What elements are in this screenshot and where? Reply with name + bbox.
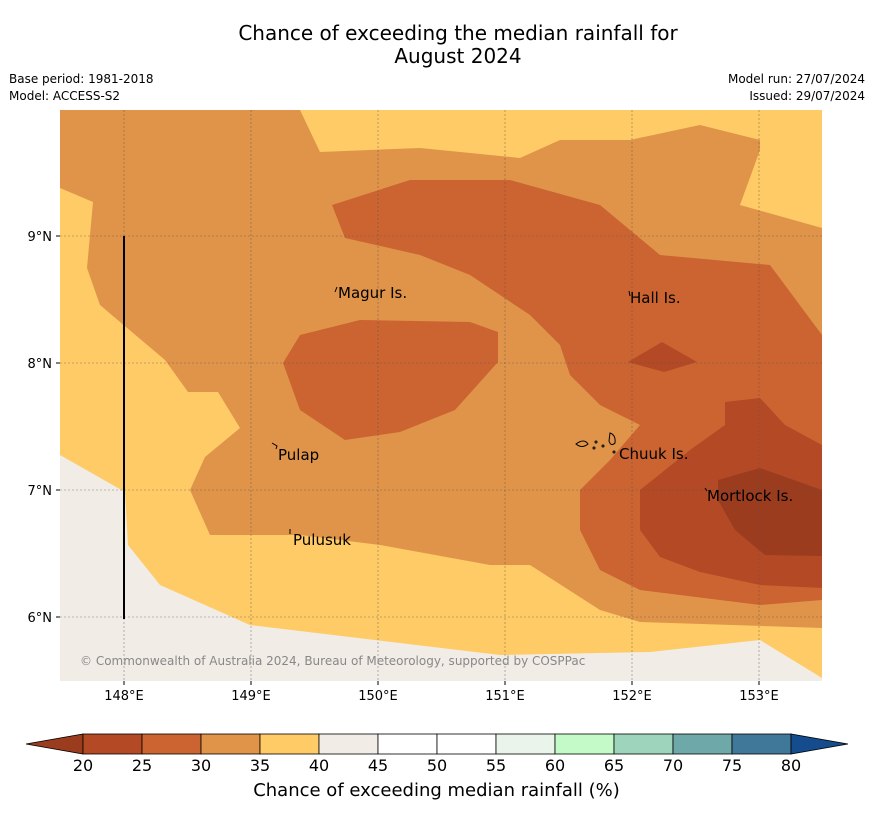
colorbar-bin [731,733,792,755]
lat-label-8n: 8°N [28,357,53,372]
colorbar-tick-label: 35 [250,756,270,775]
title-line-1: Chance of exceeding the median rainfall … [238,21,678,45]
base-period: Base period: 1981-2018 [9,72,154,86]
label-chuuk: Chuuk Is. [619,445,688,463]
colorbar-bin [672,733,733,755]
colorbar-bin [377,733,438,755]
model-name: Model: ACCESS-S2 [9,89,121,103]
colorbar-bin [200,733,261,755]
colorbar-tick-label: 80 [781,756,801,775]
island-markers [271,286,708,534]
lat-gridlines [60,235,822,618]
issued-date: Issued: 29/07/2024 [749,89,865,103]
colorbar-bin [554,733,615,755]
colorbar-tick-label: 40 [309,756,329,775]
band-35-40-right [740,110,822,228]
colorbar-tick-label: 50 [427,756,447,775]
model-run: Model run: 27/07/2024 [727,72,865,86]
meta-left: Base period: 1981-2018 Model: ACCESS-S2 [9,71,154,105]
contour-layer [60,110,822,681]
colorbar-extend-low [25,733,84,755]
colorbar-tick-label: 75 [722,756,742,775]
colorbar-bin [82,733,143,755]
colorbar-tick-label: 65 [604,756,624,775]
colorbar-tick-label: 25 [132,756,152,775]
band-35-40-islet [110,405,148,432]
hall-marker [628,290,631,297]
band-20-25-small [628,342,697,372]
meta-right: Model run: 27/07/2024 Issued: 29/07/2024 [728,71,865,105]
lon-label-153e: 153°E [739,689,779,704]
colorbar-bin [141,733,202,755]
lon-label-148e: 148°E [104,689,144,704]
mortlock-marker [704,487,708,492]
label-pulusuk: Pulusuk [293,531,351,549]
colorbar-tick-label: 70 [663,756,683,775]
band-35-40-top [300,110,760,158]
lon-label-149e: 149°E [231,689,271,704]
lon-label-152e: 152°E [612,689,652,704]
band-25-30-central [283,320,498,440]
chart-title: Chance of exceeding the median rainfall … [0,22,873,68]
colorbar-bin [318,733,379,755]
colorbar-bin [436,733,497,755]
colorbar-label: Chance of exceeding median rainfall (%) [253,780,620,801]
label-magur: Magur Is. [338,284,407,302]
lat-label-9n: 9°N [28,230,53,245]
colorbar: 20 25 30 35 40 45 50 55 60 65 70 75 80 [25,733,849,775]
colorbar-bin [259,733,320,755]
copyright-text: © Commonwealth of Australia 2024, Bureau… [80,654,585,668]
colorbar-bin [495,733,556,755]
colorbar-extend-high [790,733,849,755]
title-line-2: August 2024 [394,44,522,68]
colorbar-tick-label: 55 [486,756,506,775]
lon-label-151e: 151°E [485,689,525,704]
label-hall: Hall Is. [630,289,681,307]
axis-ticks [56,235,760,685]
colorbar-tick-label: 60 [545,756,565,775]
colorbar-tick-label: 30 [191,756,211,775]
chuuk-lagoon-marker [575,432,616,454]
band-25-30-speck [527,226,541,238]
label-mortlock: Mortlock Is. [707,487,793,505]
band-40-45-south [60,455,822,681]
pulap-marker [271,442,278,450]
colorbar-tick-label: 20 [73,756,93,775]
colorbar-tick-label: 45 [368,756,388,775]
lon-label-150e: 150°E [358,689,398,704]
band-35-40-left [60,188,822,681]
lat-label-7n: 7°N [28,484,53,499]
lat-label-6n: 6°N [28,611,53,626]
magur-marker [334,286,338,293]
label-pulap: Pulap [278,446,319,464]
colorbar-bin [613,733,674,755]
